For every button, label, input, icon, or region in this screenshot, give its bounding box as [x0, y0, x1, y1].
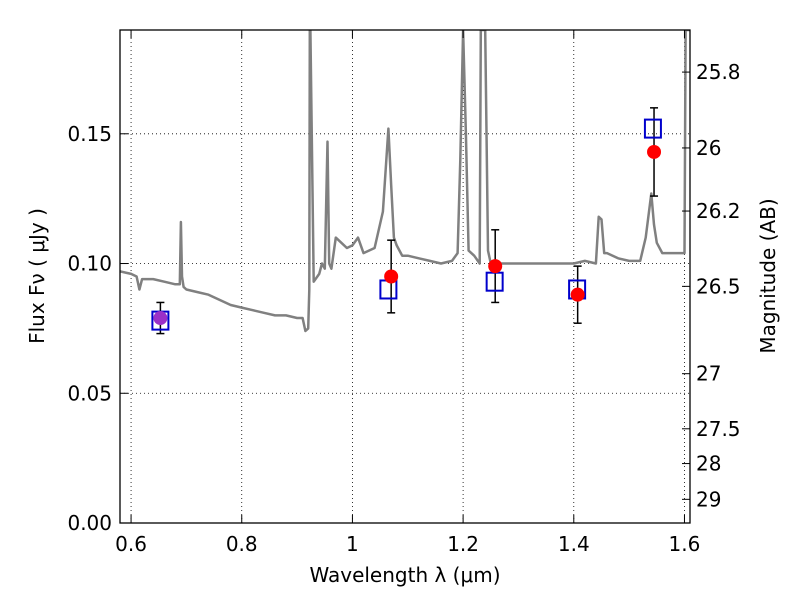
y2-tick-label: 27 [696, 362, 721, 386]
observed-point [570, 287, 585, 302]
y2-tick-label: 28 [696, 452, 721, 476]
grid [120, 30, 690, 524]
y2-tick-label: 26.5 [696, 274, 741, 298]
x-tick-label: 1.4 [558, 532, 590, 556]
y-tick-label: 0.15 [67, 122, 112, 146]
spectrum-layer [120, 30, 690, 333]
x-tick-label: 0.6 [115, 532, 147, 556]
y-axis-label: Flux Fν ( μJy ) [25, 208, 49, 344]
observed-point [153, 311, 168, 326]
model-square [379, 279, 398, 300]
observed-point [647, 144, 662, 159]
plot-frame [119, 29, 691, 524]
y2-tick-label: 25.8 [696, 60, 741, 84]
x-axis-label: Wavelength λ (μm) [309, 563, 500, 587]
tick-layer: 0.6 0.8 1 1.2 1.4 1.6 0.00 0.05 0.10 0.15 25.8 26 26… [67, 30, 741, 556]
observed-point [384, 269, 399, 284]
x-tick-label: 1.6 [669, 532, 701, 556]
x-tick-label: 0.8 [226, 532, 258, 556]
x-tick-label: 1.2 [447, 532, 479, 556]
spectrum-line [120, 30, 690, 333]
y2-tick-label: 26 [696, 136, 721, 160]
y-tick-label: 0.00 [67, 511, 112, 535]
model-square [643, 118, 662, 139]
y-tick-label: 0.10 [67, 252, 112, 276]
y2-tick-label: 27.5 [696, 417, 741, 441]
y2-tick-label: 29 [696, 487, 721, 511]
marker-layer [151, 107, 662, 335]
y-tick-label: 0.05 [67, 381, 112, 405]
y2-tick-label: 26.2 [696, 199, 741, 223]
right-axis-label: Magnitude (AB) [756, 198, 780, 353]
x-tick-label: 1 [346, 532, 359, 556]
observed-point [488, 259, 503, 274]
